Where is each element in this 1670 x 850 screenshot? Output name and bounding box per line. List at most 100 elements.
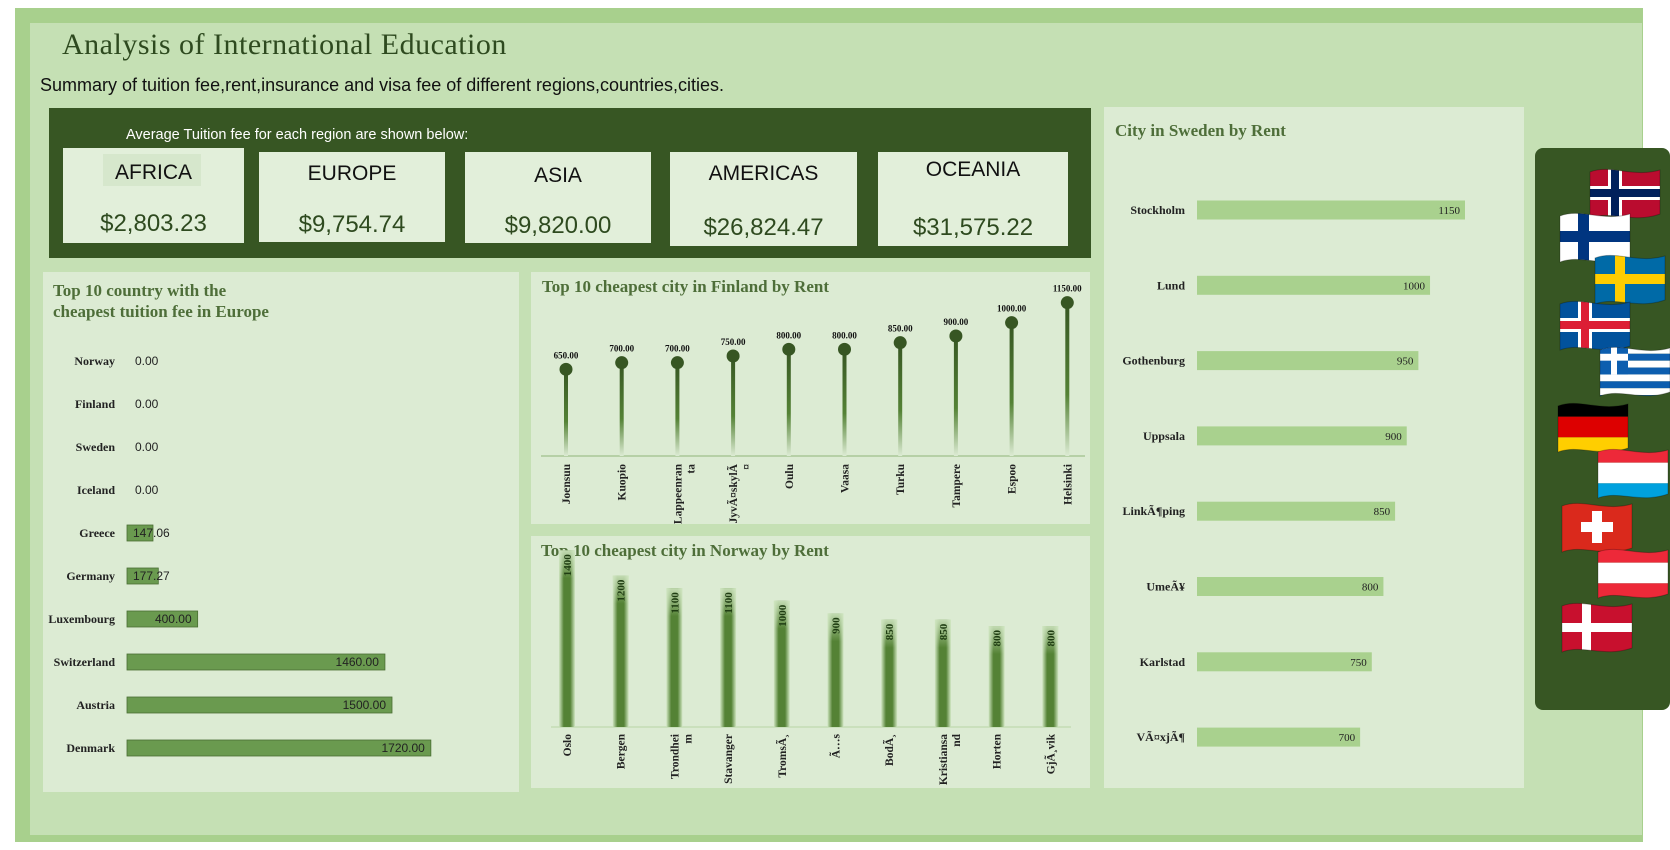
flag-outline [1589, 168, 1661, 219]
category-label: JyvÃ¤skylÃ [726, 463, 740, 523]
bar [827, 613, 844, 727]
category-label: Stavanger [723, 734, 735, 784]
data-label: 650.00 [554, 350, 579, 360]
chart-title: Top 10 cheapest city in Finland by Rent [542, 277, 829, 296]
category-label: ta [685, 464, 697, 474]
flag-part [1600, 360, 1670, 368]
category-label: LinkÃ¶ping [1122, 504, 1185, 518]
bar [720, 588, 737, 727]
flag-fill [1560, 213, 1630, 262]
data-label: 950 [1397, 356, 1414, 368]
flag-part [1562, 623, 1632, 632]
kpi-region-value: $26,824.47 [703, 214, 824, 241]
bar [1197, 426, 1407, 446]
bar [1197, 652, 1372, 672]
lollipop-stem [619, 362, 624, 456]
flag-part [1600, 388, 1670, 396]
category-label: Oslo [562, 734, 574, 757]
data-label: 1000.00 [997, 304, 1027, 314]
bar-highlight [720, 588, 737, 617]
category-label: Bergen [616, 733, 628, 769]
flag-part [1598, 562, 1668, 584]
flag-collection [1557, 168, 1670, 653]
lollipop-stem [675, 362, 680, 456]
data-label: 850 [884, 623, 896, 640]
lollipop-stem [898, 342, 903, 456]
data-label: 850 [938, 623, 950, 640]
bar [1197, 727, 1361, 747]
category-label: Luxembourg [48, 612, 115, 626]
flag-part [1600, 381, 1670, 389]
bar-highlight [934, 619, 951, 648]
lollipop-stem [1065, 302, 1070, 456]
flag-part [1611, 347, 1617, 375]
bar-highlight [1042, 626, 1059, 655]
lollipop-stem [953, 336, 958, 456]
data-label: 0.00 [135, 440, 159, 454]
flag-part [1581, 522, 1613, 532]
norway-rent-card: Top 10 cheapest city in Norway by Rent 1… [531, 536, 1090, 788]
category-label: VÃ¤xjÃ¶ [1137, 730, 1185, 744]
kpi-card-americas: AMERICAS $26,824.47 [670, 152, 857, 246]
flag-part [1600, 347, 1670, 354]
norway-rent-chart: 1400 Oslo 1200 Bergen 1100 Trondhei m 1100 Stava… [551, 550, 1071, 785]
category-label: Espoo [1007, 464, 1019, 494]
flag-part [1558, 416, 1628, 438]
data-label: 147.06 [133, 526, 170, 540]
flag-part [1560, 321, 1630, 329]
lollipop-stem [1009, 322, 1014, 456]
bar [126, 567, 159, 585]
chart-title: Top 10 cheapest city in Norway by Rent [541, 541, 829, 560]
kpi-region-value: $31,575.22 [912, 214, 1034, 241]
austria-flag-icon [1597, 548, 1669, 599]
norway-flag-icon [1589, 168, 1661, 219]
bar [126, 696, 393, 714]
bar [559, 550, 575, 727]
finland-flag-icon [1559, 212, 1631, 263]
category-label: Lund [1157, 278, 1185, 292]
data-label: 800.00 [832, 330, 857, 340]
bar-highlight [881, 619, 898, 648]
sweden-rent-chart: Stockholm 1150 Lund 1000 Gothenburg 950 Uppsal… [1122, 200, 1465, 747]
bar [612, 575, 629, 727]
flag-outline [1597, 548, 1669, 599]
flag-part [1598, 462, 1668, 484]
kpi-region-value: $9,754.74 [298, 211, 406, 238]
category-label: Helsinki [1062, 463, 1074, 505]
category-label: BodÃ¸ [882, 734, 896, 766]
data-label: 900.00 [944, 317, 969, 327]
bar-highlight [612, 575, 629, 604]
flag-outline [1597, 448, 1669, 499]
category-label: Austria [76, 698, 115, 712]
lollipop-dot [1060, 296, 1074, 310]
kpi-region-value: $9,820.00 [504, 212, 612, 239]
bar [1197, 275, 1431, 295]
lollipop-dot [1005, 316, 1019, 330]
flag-outline [1561, 502, 1633, 553]
kpi-note: Average Tuition fee for each region are … [126, 127, 469, 143]
europe-tuition-card: Top 10 country with the cheapest tuition… [43, 272, 519, 792]
bar [1197, 351, 1419, 371]
flag-part [1600, 367, 1670, 375]
category-label: Sweden [76, 440, 116, 454]
data-label: 0.00 [135, 354, 159, 368]
bar [126, 610, 199, 628]
kpi-card-asia: ASIA $9,820.00 [465, 152, 651, 243]
switzerland-flag-icon [1561, 502, 1633, 553]
bar [1197, 200, 1465, 220]
data-label: 850 [1374, 506, 1391, 518]
flag-part [1558, 437, 1628, 452]
bar-highlight [773, 600, 790, 629]
category-label: Horten [992, 733, 1004, 769]
lollipop-dot [838, 342, 851, 356]
data-label: 1000 [1403, 280, 1426, 292]
data-label: 900 [831, 617, 843, 634]
bar [1197, 577, 1384, 596]
bar [126, 653, 386, 671]
flag-fill [1598, 549, 1668, 598]
finland-rent-card: Top 10 cheapest city in Finland by Rent … [531, 272, 1090, 524]
kpi-card-europe: EUROPE $9,754.74 [259, 152, 445, 242]
data-label: 700 [1339, 732, 1356, 744]
lollipop-dot [726, 349, 740, 363]
iceland-flag-icon [1559, 300, 1631, 351]
